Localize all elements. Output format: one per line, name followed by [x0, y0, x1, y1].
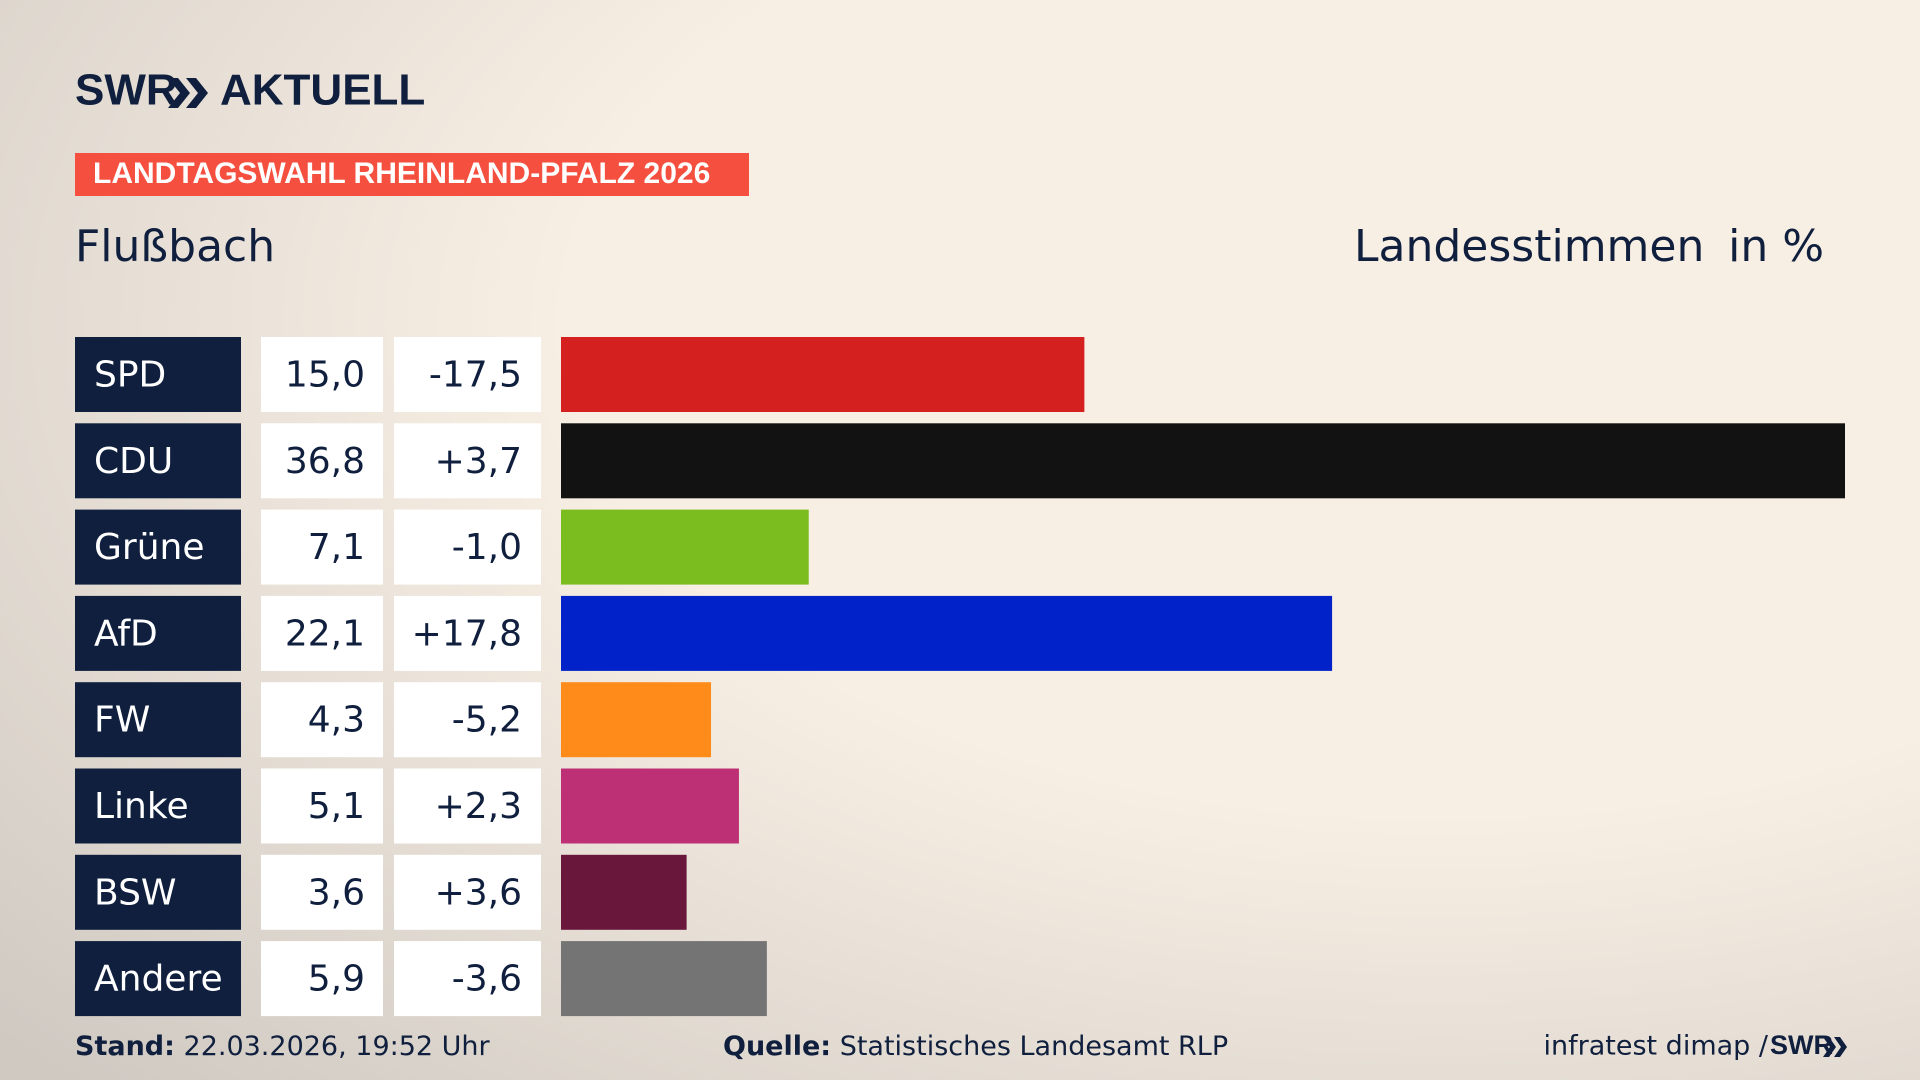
change-label: +3,6 — [435, 872, 522, 913]
change-label: -17,5 — [429, 355, 522, 396]
footer-source: Quelle: Statistisches Landesamt RLP — [723, 1031, 1228, 1062]
change-box — [394, 595, 541, 671]
value-box — [261, 854, 383, 930]
change-box — [394, 854, 541, 930]
bar — [561, 595, 1333, 671]
banner-box — [75, 153, 749, 196]
change-box — [394, 768, 541, 844]
value-label: 5,9 — [308, 959, 365, 1000]
party-label: FW — [94, 700, 150, 741]
credit-chevrons — [1823, 1037, 1847, 1057]
party-box — [75, 423, 241, 499]
party-box — [75, 768, 241, 844]
party-box — [75, 941, 241, 1017]
logo: SWR — [75, 66, 178, 115]
bar — [561, 423, 1845, 499]
value-box — [261, 423, 383, 499]
bar — [561, 337, 1085, 412]
party-label: BSW — [94, 872, 177, 913]
source-label: Quelle: — [723, 1031, 831, 1062]
party-box — [75, 509, 241, 585]
value-box — [261, 682, 383, 758]
change-label: +2,3 — [435, 786, 522, 827]
change-box — [394, 509, 541, 585]
change-label: -1,0 — [452, 527, 522, 568]
banner: LANDTAGSWAHL RHEINLAND-PFALZ 2026 — [93, 157, 710, 190]
chart-title: Flußbach — [75, 221, 275, 272]
party-label: CDU — [94, 441, 173, 482]
party-label: Andere — [94, 959, 223, 1000]
bar — [561, 854, 687, 930]
change-label: +17,8 — [412, 613, 522, 654]
bar — [561, 768, 739, 844]
party-label: Grüne — [94, 527, 204, 568]
party-box — [75, 337, 241, 412]
party-label: SPD — [94, 355, 166, 396]
value-label: 3,6 — [308, 872, 365, 913]
stand: 22.03.2026, 19:52 Uhr — [184, 1031, 491, 1062]
change-label: +3,7 — [435, 441, 522, 482]
credit: infratest dimap / — [1543, 1031, 1768, 1062]
change-box — [394, 423, 541, 499]
change-box — [394, 337, 541, 412]
change-label: -5,2 — [452, 700, 522, 741]
value-box — [261, 768, 383, 844]
logo-chevrons — [168, 78, 208, 108]
value-box — [261, 941, 383, 1017]
change-box — [394, 941, 541, 1017]
value-box — [261, 509, 383, 585]
value-label: 5,1 — [308, 786, 365, 827]
bar — [561, 941, 767, 1017]
value-label: 22,1 — [285, 613, 365, 654]
change-box — [394, 682, 541, 758]
party-label: AfD — [94, 613, 158, 654]
party-box — [75, 682, 241, 758]
value-label: 36,8 — [285, 441, 365, 482]
value-label: 7,1 — [308, 527, 365, 568]
party-box — [75, 595, 241, 671]
value-box — [261, 595, 383, 671]
party-label: Linke — [94, 786, 189, 827]
logo-section: AKTUELL — [220, 66, 425, 115]
source: Statistisches Landesamt RLP — [840, 1031, 1228, 1062]
subtitle: Landesstimmen — [1354, 221, 1704, 272]
party-box — [75, 854, 241, 930]
value-label: 4,3 — [308, 700, 365, 741]
value-box — [261, 337, 383, 412]
footer-stand: Stand: 22.03.2026, 19:52 Uhr — [75, 1031, 491, 1062]
unit-label: in % — [1728, 221, 1824, 272]
change-label: -3,6 — [452, 959, 522, 1000]
credit-logo: SWR — [1770, 1030, 1833, 1060]
bar — [561, 682, 712, 758]
value-label: 15,0 — [285, 355, 365, 396]
bar — [561, 509, 809, 585]
stand-label: Stand: — [75, 1031, 175, 1062]
